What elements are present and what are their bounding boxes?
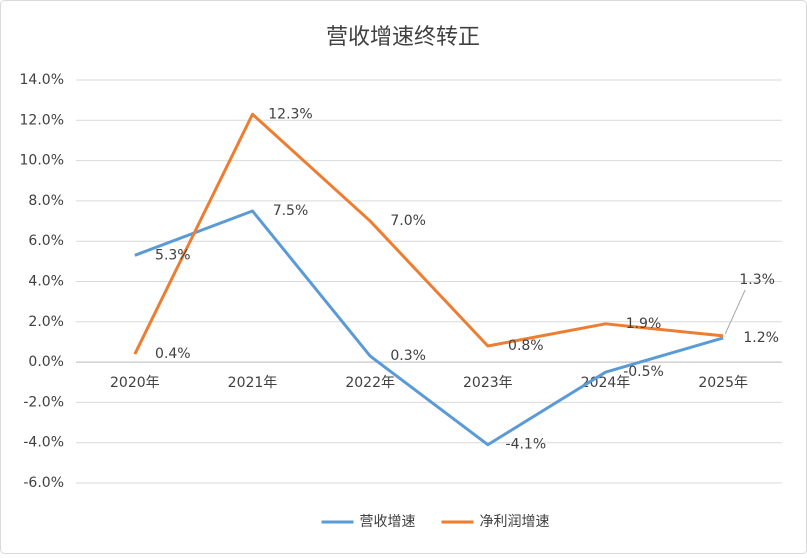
data-label: 1.9% <box>626 316 662 332</box>
x-tick-label: 2022年 <box>345 375 395 391</box>
chart-title: 营收增速终转正 <box>326 25 480 50</box>
data-label: 1.3% <box>739 272 775 288</box>
y-tick-label: 8.0% <box>28 193 64 209</box>
y-tick-label: -6.0% <box>23 475 64 491</box>
line-series <box>134 209 724 447</box>
line-series <box>133 112 724 355</box>
data-label: 0.4% <box>155 346 191 362</box>
y-tick-label: 6.0% <box>28 233 64 249</box>
x-tick-label: 2020年 <box>110 375 160 391</box>
y-tick-label: -4.0% <box>23 435 64 451</box>
x-tick-label: 2021年 <box>228 375 278 391</box>
leader-line <box>724 289 746 335</box>
x-tick-label: 2025年 <box>698 375 748 391</box>
y-tick-label: 0.0% <box>28 354 64 370</box>
data-label: -4.1% <box>506 437 547 453</box>
data-label: 5.3% <box>155 247 191 263</box>
data-label: 7.0% <box>390 213 426 229</box>
y-tick-label: 12.0% <box>20 112 64 128</box>
y-tick-label: -2.0% <box>23 394 64 410</box>
data-label: 12.3% <box>268 106 312 122</box>
data-label: 7.5% <box>273 203 309 219</box>
data-label: 1.2% <box>743 330 779 346</box>
data-label: -0.5% <box>623 364 664 380</box>
legend-label: 净利润增速 <box>480 514 550 530</box>
y-tick-label: 2.0% <box>28 314 64 330</box>
data-label: 0.8% <box>508 338 544 354</box>
x-tick-label: 2023年 <box>463 375 513 391</box>
y-tick-label: 4.0% <box>28 274 64 290</box>
legend-label: 营收增速 <box>360 514 416 530</box>
y-tick-label: 10.0% <box>20 153 64 169</box>
data-label: 0.3% <box>390 348 426 364</box>
y-tick-label: 14.0% <box>20 72 64 88</box>
